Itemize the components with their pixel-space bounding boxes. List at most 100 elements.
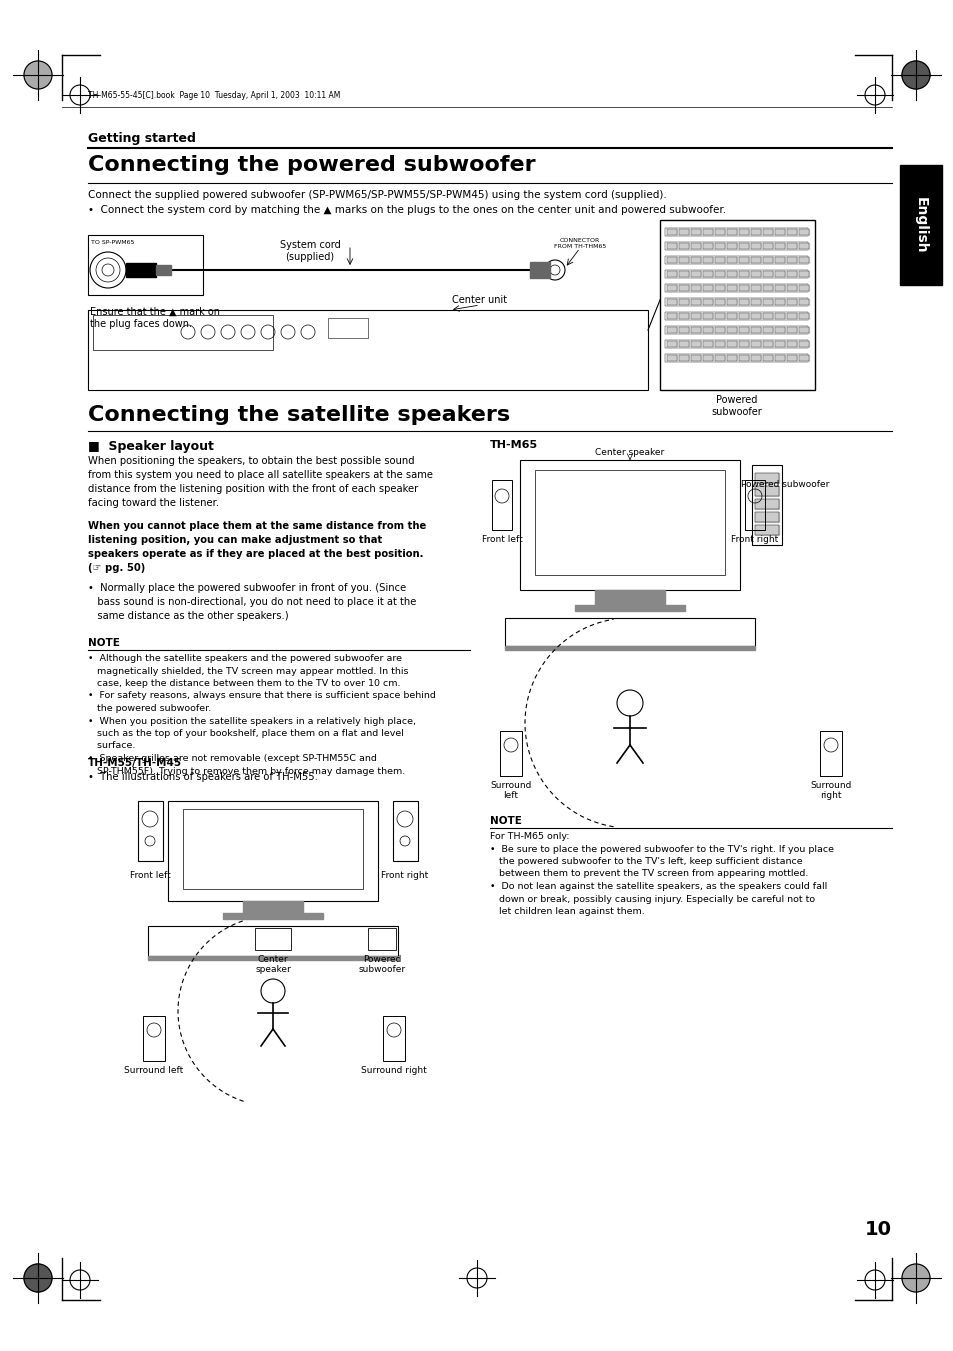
Bar [754, 526, 779, 535]
Bar [799, 230, 808, 235]
Bar [702, 257, 712, 263]
Bar [666, 272, 677, 277]
Bar [774, 340, 784, 347]
Bar [702, 355, 712, 361]
Bar [786, 327, 796, 332]
Bar [750, 313, 760, 319]
Bar [666, 355, 677, 361]
Bar [702, 243, 712, 249]
Text: Connecting the powered subwoofer: Connecting the powered subwoofer [88, 155, 535, 176]
Bar [762, 272, 772, 277]
Bar [690, 299, 700, 305]
Bar [714, 272, 724, 277]
Bar [786, 313, 796, 319]
Bar [750, 243, 760, 249]
Bar [786, 340, 796, 347]
Bar [750, 327, 760, 332]
Bar [762, 327, 772, 332]
Bar [702, 272, 712, 277]
Bar [702, 313, 712, 319]
Bar [714, 230, 724, 235]
Bar [799, 313, 808, 319]
Bar [690, 340, 700, 347]
Bar [575, 605, 684, 611]
Bar [726, 257, 737, 263]
Text: ■  Speaker layout: ■ Speaker layout [88, 440, 213, 453]
Bar [726, 299, 737, 305]
Bar [666, 257, 677, 263]
Bar [726, 313, 737, 319]
Bar [739, 313, 748, 319]
Bar [690, 272, 700, 277]
Bar [690, 243, 700, 249]
Text: •  Although the satellite speakers and the powered subwoofer are
   magnetically: • Although the satellite speakers and th… [88, 654, 436, 775]
Bar [750, 327, 760, 332]
Bar [750, 299, 760, 305]
Bar [739, 340, 748, 347]
Bar [750, 230, 760, 235]
Bar [702, 299, 712, 305]
Bar [754, 473, 779, 484]
Bar [714, 327, 724, 332]
Bar [799, 272, 808, 277]
Bar [774, 313, 784, 319]
Bar [786, 355, 796, 361]
Bar [535, 470, 724, 576]
Bar [666, 327, 677, 332]
Bar [714, 257, 724, 263]
Text: Powered
subwoofer: Powered subwoofer [711, 394, 761, 416]
Bar [739, 355, 748, 361]
Text: Front right: Front right [381, 871, 428, 880]
Bar [786, 257, 796, 263]
Bar [750, 272, 760, 277]
Bar [156, 265, 171, 276]
Bar [786, 257, 796, 263]
Bar [690, 313, 700, 319]
Bar [679, 355, 688, 361]
Bar [702, 272, 712, 277]
Bar [774, 272, 784, 277]
Bar [774, 327, 784, 332]
Bar [786, 230, 796, 235]
Bar [726, 313, 737, 319]
Bar [679, 313, 688, 319]
Text: NOTE: NOTE [490, 816, 521, 825]
Bar [774, 340, 784, 347]
Bar [762, 313, 772, 319]
Text: Front left: Front left [130, 871, 171, 880]
Text: TH-M65-55-45[C].book  Page 10  Tuesday, April 1, 2003  10:11 AM: TH-M65-55-45[C].book Page 10 Tuesday, Ap… [88, 91, 340, 100]
Bar [666, 313, 677, 319]
Text: Surround left: Surround left [124, 1066, 183, 1075]
Bar [666, 299, 677, 305]
Text: Connecting the satellite speakers: Connecting the satellite speakers [88, 405, 510, 426]
Bar [786, 285, 796, 290]
Bar [726, 299, 737, 305]
Bar [726, 285, 737, 290]
Bar [679, 243, 688, 249]
Bar [714, 243, 724, 249]
Bar [702, 230, 712, 235]
Bar [679, 327, 688, 332]
Bar [774, 285, 784, 290]
Bar [750, 243, 760, 249]
Bar [666, 243, 677, 249]
Bar [714, 299, 724, 305]
Circle shape [24, 1265, 52, 1292]
Bar [799, 355, 808, 361]
Bar [762, 327, 772, 332]
Bar [168, 801, 377, 901]
Bar [750, 257, 760, 263]
Text: Front right: Front right [731, 535, 778, 544]
Bar [774, 230, 784, 235]
Bar [750, 313, 760, 319]
Bar [664, 284, 807, 292]
Bar [690, 313, 700, 319]
Bar [690, 340, 700, 347]
Bar [786, 230, 796, 235]
Bar [754, 512, 779, 521]
Bar [744, 480, 764, 530]
Bar [739, 285, 748, 290]
Bar [762, 243, 772, 249]
Bar [762, 257, 772, 263]
Bar [774, 327, 784, 332]
